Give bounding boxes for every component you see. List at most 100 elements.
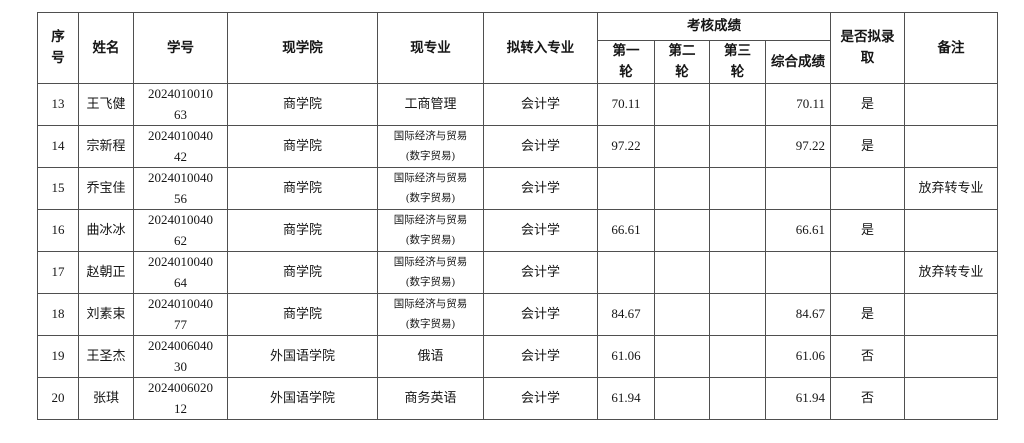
table-cell-index: 16 xyxy=(37,209,79,252)
table-cell-remarks xyxy=(904,335,998,378)
table-cell-round3 xyxy=(709,335,766,378)
header-cell-target-major: 拟转入专业 xyxy=(483,12,598,84)
header-cell-round3: 第三 轮 xyxy=(709,40,766,84)
table-row: 15 乔宝佳 202401004056 商学院 国际经济与贸易 (数字贸易) 会… xyxy=(37,167,998,210)
table-cell-remarks xyxy=(904,293,998,336)
table-cell-name: 刘素束 xyxy=(78,293,134,336)
header-cell-student-id: 学号 xyxy=(133,12,228,84)
header-cell-admit: 是否拟录 取 xyxy=(830,12,905,84)
table-cell-round2 xyxy=(654,251,710,294)
table-cell-round1: 61.06 xyxy=(597,335,655,378)
table-cell-index: 19 xyxy=(37,335,79,378)
table-cell-round1: 61.94 xyxy=(597,377,655,420)
table-cell-major: 国际经济与贸易 (数字贸易) xyxy=(377,251,484,294)
table-cell-major: 国际经济与贸易 (数字贸易) xyxy=(377,293,484,336)
table-cell-college: 外国语学院 xyxy=(227,335,378,378)
table-cell-round2 xyxy=(654,125,710,168)
table-cell-round3 xyxy=(709,125,766,168)
table-cell-round1 xyxy=(597,251,655,294)
table-cell-name: 赵朝正 xyxy=(78,251,134,294)
header-cell-index: 序 号 xyxy=(37,12,79,84)
table-cell-remarks: 放弃转专业 xyxy=(904,251,998,294)
table-cell-composite: 61.94 xyxy=(765,377,831,420)
header-cell-composite: 综合成绩 xyxy=(765,40,831,84)
table-cell-index: 17 xyxy=(37,251,79,294)
table-cell-target-major: 会计学 xyxy=(483,293,598,336)
table-cell-round2 xyxy=(654,293,710,336)
table-row: 14 宗新程 202401004042 商学院 国际经济与贸易 (数字贸易) 会… xyxy=(37,125,998,168)
header-row-sub: 第一 轮 第二 轮 第三 轮 综合成绩 xyxy=(38,40,998,84)
table-cell-composite: 66.61 xyxy=(765,209,831,252)
table-cell-college: 商学院 xyxy=(227,251,378,294)
table-row: 17 赵朝正 202401004064 商学院 国际经济与贸易 (数字贸易) 会… xyxy=(37,251,998,294)
table-cell-composite xyxy=(765,251,831,294)
table-cell-remarks: 放弃转专业 xyxy=(904,167,998,210)
table-cell-name: 张琪 xyxy=(78,377,134,420)
document-sheet: 序 号 姓名 学号 现学院 现专业 拟转入专业 考核成绩 是否拟录 取 备注 第… xyxy=(37,12,998,420)
table-cell-admit: 是 xyxy=(830,125,905,168)
header-cell-college: 现学院 xyxy=(227,12,378,84)
header-cell-assessment-group: 考核成绩 xyxy=(597,12,831,41)
table-cell-major: 国际经济与贸易 (数字贸易) xyxy=(377,125,484,168)
table-cell-student-id: 202400602012 xyxy=(133,377,228,420)
table-cell-remarks xyxy=(904,125,998,168)
table-cell-name: 王飞健 xyxy=(78,83,134,126)
table-cell-composite: 97.22 xyxy=(765,125,831,168)
table-cell-round3 xyxy=(709,83,766,126)
table-cell-composite: 84.67 xyxy=(765,293,831,336)
table-cell-student-id: 202401004042 xyxy=(133,125,228,168)
table-cell-remarks xyxy=(904,83,998,126)
table-cell-round3 xyxy=(709,209,766,252)
table-cell-admit xyxy=(830,167,905,210)
table-cell-index: 13 xyxy=(37,83,79,126)
table-cell-admit: 是 xyxy=(830,293,905,336)
header-cell-name: 姓名 xyxy=(78,12,134,84)
table-cell-round2 xyxy=(654,83,710,126)
table-cell-index: 20 xyxy=(37,377,79,420)
header-cell-round2: 第二 轮 xyxy=(654,40,710,84)
table-cell-index: 14 xyxy=(37,125,79,168)
table-cell-student-id: 202401001063 xyxy=(133,83,228,126)
table-cell-student-id: 202401004062 xyxy=(133,209,228,252)
table-cell-round1 xyxy=(597,167,655,210)
table-cell-name: 王圣杰 xyxy=(78,335,134,378)
table-row: 16 曲冰冰 202401004062 商学院 国际经济与贸易 (数字贸易) 会… xyxy=(37,209,998,252)
table-cell-round1: 66.61 xyxy=(597,209,655,252)
header-row-top: 序 号 姓名 学号 现学院 现专业 拟转入专业 考核成绩 是否拟录 取 备注 xyxy=(37,12,998,84)
table-cell-name: 曲冰冰 xyxy=(78,209,134,252)
table-cell-round3 xyxy=(709,251,766,294)
table-cell-admit xyxy=(830,251,905,294)
table-cell-composite: 70.11 xyxy=(765,83,831,126)
table-cell-round1: 84.67 xyxy=(597,293,655,336)
table-cell-composite: 61.06 xyxy=(765,335,831,378)
table-cell-college: 商学院 xyxy=(227,293,378,336)
table-row: 20 张琪 202400602012 外国语学院 商务英语 会计学 61.94 … xyxy=(37,377,998,420)
table-cell-major: 国际经济与贸易 (数字贸易) xyxy=(377,209,484,252)
table-cell-round3 xyxy=(709,293,766,336)
table-cell-student-id: 202400604030 xyxy=(133,335,228,378)
header-cell-remarks: 备注 xyxy=(904,12,998,84)
table-row: 13 王飞健 202401001063 商学院 工商管理 会计学 70.11 7… xyxy=(37,83,998,126)
table-cell-round1: 97.22 xyxy=(597,125,655,168)
table-cell-college: 商学院 xyxy=(227,167,378,210)
table-cell-college: 商学院 xyxy=(227,83,378,126)
table-cell-target-major: 会计学 xyxy=(483,251,598,294)
table-row: 18 刘素束 202401004077 商学院 国际经济与贸易 (数字贸易) 会… xyxy=(37,293,998,336)
table-cell-admit: 是 xyxy=(830,83,905,126)
table-cell-target-major: 会计学 xyxy=(483,335,598,378)
table-cell-round1: 70.11 xyxy=(597,83,655,126)
assessment-table: 序 号 姓名 学号 现学院 现专业 拟转入专业 考核成绩 是否拟录 取 备注 第… xyxy=(37,12,998,420)
table-cell-index: 18 xyxy=(37,293,79,336)
table-cell-major: 商务英语 xyxy=(377,377,484,420)
table-cell-student-id: 202401004077 xyxy=(133,293,228,336)
table-cell-target-major: 会计学 xyxy=(483,209,598,252)
table-cell-admit: 是 xyxy=(830,209,905,252)
header-cell-round1: 第一 轮 xyxy=(597,40,655,84)
table-cell-round2 xyxy=(654,335,710,378)
table-cell-name: 乔宝佳 xyxy=(78,167,134,210)
table-cell-student-id: 202401004056 xyxy=(133,167,228,210)
table-cell-round3 xyxy=(709,377,766,420)
table-cell-major: 俄语 xyxy=(377,335,484,378)
header-cell-major: 现专业 xyxy=(377,12,484,84)
table-cell-index: 15 xyxy=(37,167,79,210)
